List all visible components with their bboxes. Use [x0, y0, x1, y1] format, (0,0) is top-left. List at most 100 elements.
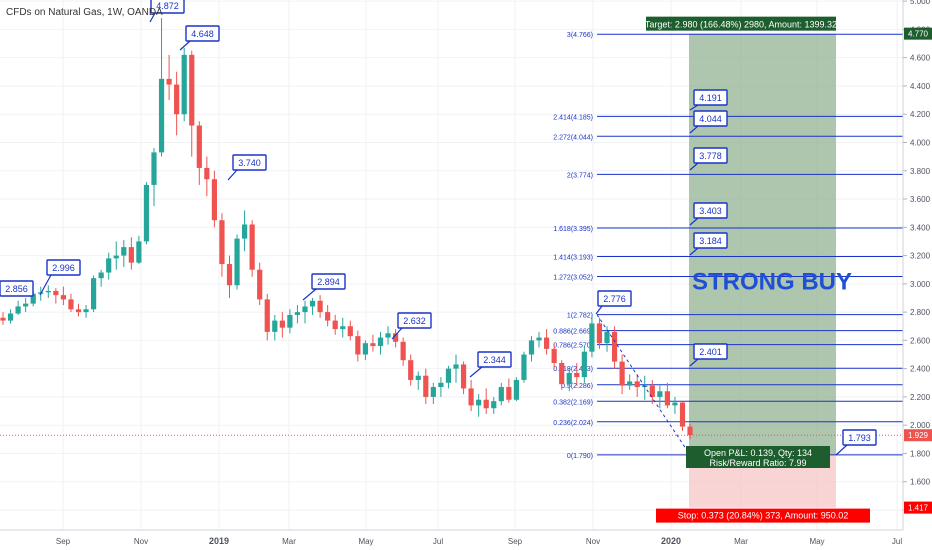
- time-tick-label: Nov: [134, 537, 148, 546]
- callout-box: [693, 89, 728, 106]
- candle-body: [627, 381, 633, 386]
- time-tick-label: 2019: [209, 536, 229, 546]
- candle-body: [332, 320, 338, 330]
- time-tick-label: Jul: [892, 537, 902, 546]
- strong-buy-label: STRONG BUY: [692, 268, 852, 295]
- candle-body: [249, 224, 255, 270]
- callout-box: [842, 429, 877, 446]
- candle-body: [460, 364, 467, 389]
- candle-body: [408, 360, 414, 380]
- candle-body: [423, 375, 429, 397]
- fib-label: 0(1.790): [567, 453, 593, 460]
- candle-body: [687, 426, 693, 436]
- callout-box: [693, 202, 728, 219]
- candle-body: [60, 295, 66, 300]
- candle-body: [340, 326, 346, 330]
- candle-body: [657, 391, 663, 397]
- candle-body: [113, 255, 119, 259]
- candle-body: [234, 238, 240, 286]
- price-tick-label: 3.800: [910, 167, 931, 176]
- candle-body: [151, 152, 157, 185]
- fib-label: 1(2.782): [567, 313, 593, 320]
- callout-box: [693, 110, 728, 127]
- candle-body: [242, 224, 248, 239]
- projection-line: [596, 314, 691, 456]
- candle-body: [0, 317, 6, 321]
- price-callouts: 2.856 2.996 4.872 4.648 3.740 2.894 2.632 2.344…: [0, 0, 877, 456]
- candle-body: [264, 299, 270, 332]
- fib-label: 0.5(2.286): [561, 383, 593, 390]
- candle-body: [309, 300, 316, 307]
- time-tick-label: Sep: [56, 537, 71, 546]
- candle-body: [287, 314, 293, 328]
- callout-pointer: [302, 288, 317, 301]
- candle-body: [551, 348, 557, 363]
- candle-body: [498, 387, 504, 402]
- candle-body: [491, 401, 497, 409]
- callout-pointer: [689, 125, 699, 134]
- callout-text: 2.632: [403, 316, 426, 326]
- fib-label: 3(4.766): [567, 32, 593, 39]
- pnl-line2: Risk/Reward Ratio: 7.99: [709, 458, 806, 468]
- callout-text: 2.856: [5, 284, 28, 294]
- candle-body: [476, 399, 482, 406]
- candle-body: [181, 54, 187, 115]
- candle-body: [83, 309, 89, 313]
- callout-text: 2.401: [699, 347, 722, 357]
- candle-body: [325, 312, 331, 321]
- candle-body: [370, 343, 376, 347]
- callout-text: 2.344: [483, 355, 506, 365]
- candle-body: [136, 241, 142, 263]
- callout-pointer: [149, 12, 156, 23]
- candle-body: [15, 306, 21, 314]
- candle-body: [679, 402, 686, 427]
- candle-body: [385, 333, 391, 338]
- fib-label: 1.618(3.395): [553, 226, 593, 233]
- callout-pointer: [595, 305, 603, 315]
- fib-label: 2(3.774): [567, 172, 593, 179]
- callout-box: [397, 312, 432, 329]
- candle-body: [279, 320, 285, 328]
- candle-body: [121, 247, 127, 256]
- callout-text: 4.044: [699, 114, 722, 124]
- callout-box: [597, 290, 632, 307]
- candle-body: [377, 337, 384, 347]
- candle-body: [355, 336, 361, 355]
- candle-body: [611, 331, 618, 362]
- callout-pointer: [689, 104, 699, 111]
- callout-text: 3.778: [699, 151, 722, 161]
- callout-text: 2.894: [317, 277, 340, 287]
- price-tick-label: 3.200: [910, 252, 931, 261]
- price-tick-label: 2.200: [910, 393, 931, 402]
- candle-body: [393, 333, 399, 342]
- candle-body: [566, 372, 572, 385]
- callout-pointer: [835, 444, 848, 456]
- fib-label: 2.272(4.044): [553, 134, 593, 141]
- callout-box: [311, 273, 346, 290]
- current-price-tag: 1.929: [908, 431, 929, 440]
- callout-pointer: [179, 40, 191, 51]
- callout-text: 4.191: [699, 93, 722, 103]
- price-tick-label: 3.000: [910, 280, 931, 289]
- candle-body: [415, 375, 421, 380]
- callout-pointer: [227, 169, 238, 181]
- callout-box: [46, 259, 81, 276]
- callout-text: 3.740: [238, 158, 261, 168]
- price-axis[interactable]: 5.0004.8004.6004.4004.2004.0003.8003.600…: [902, 0, 932, 550]
- price-tick-label: 4.200: [910, 110, 931, 119]
- candle-body: [257, 269, 263, 300]
- fib-label: 0.236(2.024): [553, 420, 593, 427]
- callout-text: 3.184: [699, 236, 722, 246]
- candle-body: [166, 78, 172, 85]
- time-tick-label: Jul: [433, 537, 443, 546]
- candle-body: [649, 385, 655, 397]
- price-tick-label: 4.400: [910, 82, 931, 91]
- current-price-tag-bg: [904, 429, 932, 442]
- time-tick-label: Mar: [734, 537, 748, 546]
- callout-pointer: [689, 358, 699, 367]
- callout-box: [0, 280, 34, 297]
- candle-body: [400, 341, 406, 361]
- time-axis[interactable]: Sep Nov 2019 Mar May Jul Sep Nov 2020 Mar May Jul: [0, 529, 903, 546]
